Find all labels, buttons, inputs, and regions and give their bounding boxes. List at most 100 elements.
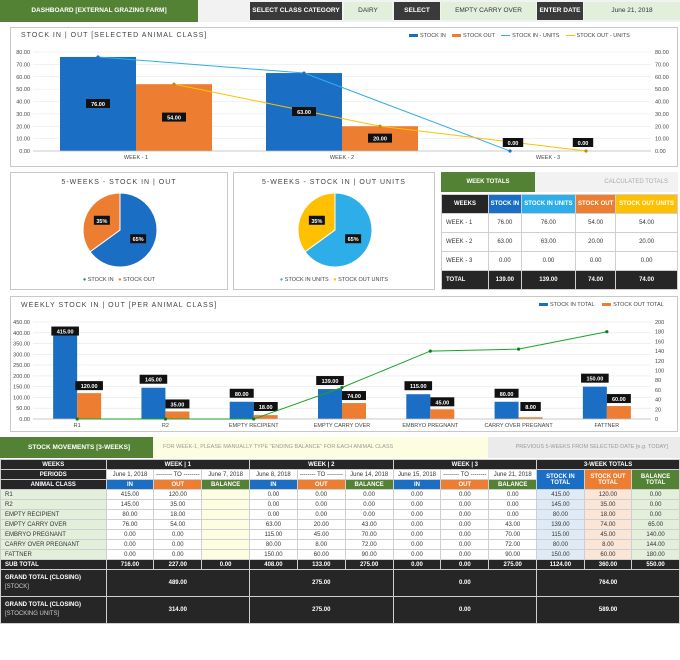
data-label-bg [292, 107, 316, 117]
cell: 227.00 [153, 559, 203, 570]
bar-stock-out-total [606, 406, 631, 419]
th-weeks: WEEKS [441, 194, 489, 214]
data-label-bg [229, 388, 254, 398]
cell[interactable] [201, 529, 251, 540]
cell: 0.00 [440, 519, 490, 530]
data-label-bg [520, 402, 541, 411]
chart1-legend: STOCK IN STOCK OUT STOCK IN - UNITS STOC… [409, 33, 630, 39]
bar-stock-out-total [165, 411, 190, 419]
animal-class-cell: FATTNER [0, 549, 107, 560]
movements-table: WEEKS WEEK | 1 WEEK | 2 WEEK | 3 3-WEEK … [0, 459, 680, 624]
grand-units-sub: [STOCKING UNITS] [5, 611, 60, 617]
cell: 0.00 [488, 251, 522, 271]
legend-label: STOCK IN [420, 33, 446, 39]
total-row: TOTAL 139.00 139.00 74.00 74.00 [441, 270, 678, 290]
select-class-label: SELECT CLASS [394, 2, 440, 32]
cell: 63.00 [488, 232, 522, 252]
totals-head: 3-WEEK TOTALS [536, 459, 680, 470]
movements-note2: PREVIOUS 5-WEEKS FROM SELECTED DATE [e.g… [488, 437, 680, 458]
data-label-bg [606, 394, 631, 404]
balance-marker [75, 417, 79, 421]
balance-marker [428, 349, 432, 353]
tab-week-totals[interactable]: WEEK TOTALS [441, 172, 535, 192]
pie2-legend: ● STOCK IN UNITS ● STOCK OUT UNITS [234, 277, 434, 283]
y-tick-label: 80.00 [16, 50, 30, 56]
cell: 35.00 [583, 499, 633, 510]
data-label: 63.00 [297, 110, 311, 116]
week3-to: June 21, 2018 [488, 469, 538, 480]
marker-stock-out-units [378, 124, 382, 128]
cell: 63.00 [520, 232, 577, 252]
cell: 0.00 [575, 251, 617, 271]
to-label: -------- TO -------- [153, 469, 203, 480]
cell[interactable] [201, 499, 251, 510]
th-stock-out: STOCK OUT [575, 194, 617, 214]
table-row: WEEK - 1 76.00 76.00 54.00 54.00 [441, 213, 678, 233]
cell: 20.00 [296, 519, 346, 530]
cell: 80.00 [105, 509, 155, 520]
cell: 275.00 [488, 559, 538, 570]
th-out: OUT [440, 479, 490, 490]
cell: 0.00 [344, 489, 394, 500]
cell: 0.00 [631, 489, 680, 500]
legend-label: STOCK IN - UNITS [512, 33, 560, 39]
cell: 120.00 [583, 489, 633, 500]
data-label-bg [502, 138, 524, 147]
legend-swatch [565, 35, 575, 37]
grand-units-label: GRAND TOTAL (CLOSING) [STOCKING UNITS] [0, 596, 107, 624]
data-label: 54.00 [167, 116, 181, 122]
cell: 0.00 [488, 489, 538, 500]
cell[interactable] [201, 519, 251, 530]
week1-from[interactable]: June 1, 2018 [105, 469, 155, 480]
cell: 115.00 [249, 529, 298, 540]
th-balance: BALANCE [201, 479, 251, 490]
week-totals-table: WEEKS STOCK IN STOCK IN UNITS STOCK OUT … [441, 194, 678, 290]
cell: 0.00 [440, 489, 490, 500]
cell[interactable] [201, 539, 251, 550]
bar-stock-in-total [318, 389, 342, 419]
data-label-bg [139, 374, 168, 384]
x-tick-label: CARRY OVER PREGNANT [484, 423, 553, 429]
date-input[interactable]: June 21, 2018 [584, 2, 680, 20]
category-select[interactable]: DAIRY [344, 2, 392, 20]
chart1-title: STOCK IN | OUT [SELECTED ANIMAL CLASS] [21, 32, 208, 39]
cell: 314.00 [105, 596, 251, 624]
cell[interactable] [201, 509, 251, 520]
cell: 275.00 [249, 569, 394, 597]
table-row: EMPTY CARRY OVER 76.00 54.00 63.00 20.00 43.0… [0, 519, 680, 530]
marker-stock-in-units [508, 149, 512, 153]
cell: WEEK - 2 [441, 232, 489, 252]
cell: 54.00 [615, 213, 678, 233]
cell: 8.00 [296, 539, 346, 550]
th-stock-in: STOCK IN [488, 194, 522, 214]
class-select[interactable]: EMPTY CARRY OVER [441, 2, 536, 20]
y2-tick-label: 60.00 [655, 75, 669, 81]
animal-class-cell: R2 [0, 499, 107, 510]
pie-label-bg [308, 215, 325, 225]
y-tick-label: 50.00 [16, 406, 30, 412]
grand-units-row: GRAND TOTAL (CLOSING) [STOCKING UNITS] 31… [0, 596, 680, 624]
cell: 76.00 [520, 213, 577, 233]
tab-calculated-totals[interactable]: CALCULATED TOTALS [535, 172, 678, 192]
cell: 20.00 [575, 232, 617, 252]
table-row: EMBRYO PREGNANT 0.00 0.00 115.00 45.00 70.00 0… [0, 529, 680, 540]
y-tick-label: 300.00 [13, 352, 30, 358]
data-label-bg [368, 133, 392, 143]
cell: TOTAL [441, 270, 489, 290]
data-label: 45.00 [435, 400, 449, 406]
cell: 0.00 [105, 529, 155, 540]
cell: 72.00 [488, 539, 538, 550]
cell[interactable] [201, 549, 251, 560]
cell: 408.00 [249, 559, 298, 570]
y2-tick-label: 10.00 [655, 137, 669, 143]
data-label: 150.00 [586, 377, 603, 383]
cell[interactable] [201, 489, 251, 500]
grand-stock-title: GRAND TOTAL (CLOSING) [5, 575, 81, 581]
y2-tick-label: 20.00 [655, 124, 669, 130]
y2-tick-label: 140 [655, 349, 664, 355]
y-tick-label: 400.00 [13, 331, 30, 337]
cell: 80.00 [249, 539, 298, 550]
cell: 0.00 [105, 539, 155, 550]
legend-label: STOCK OUT UNITS [338, 277, 389, 283]
cell: 716.00 [105, 559, 155, 570]
